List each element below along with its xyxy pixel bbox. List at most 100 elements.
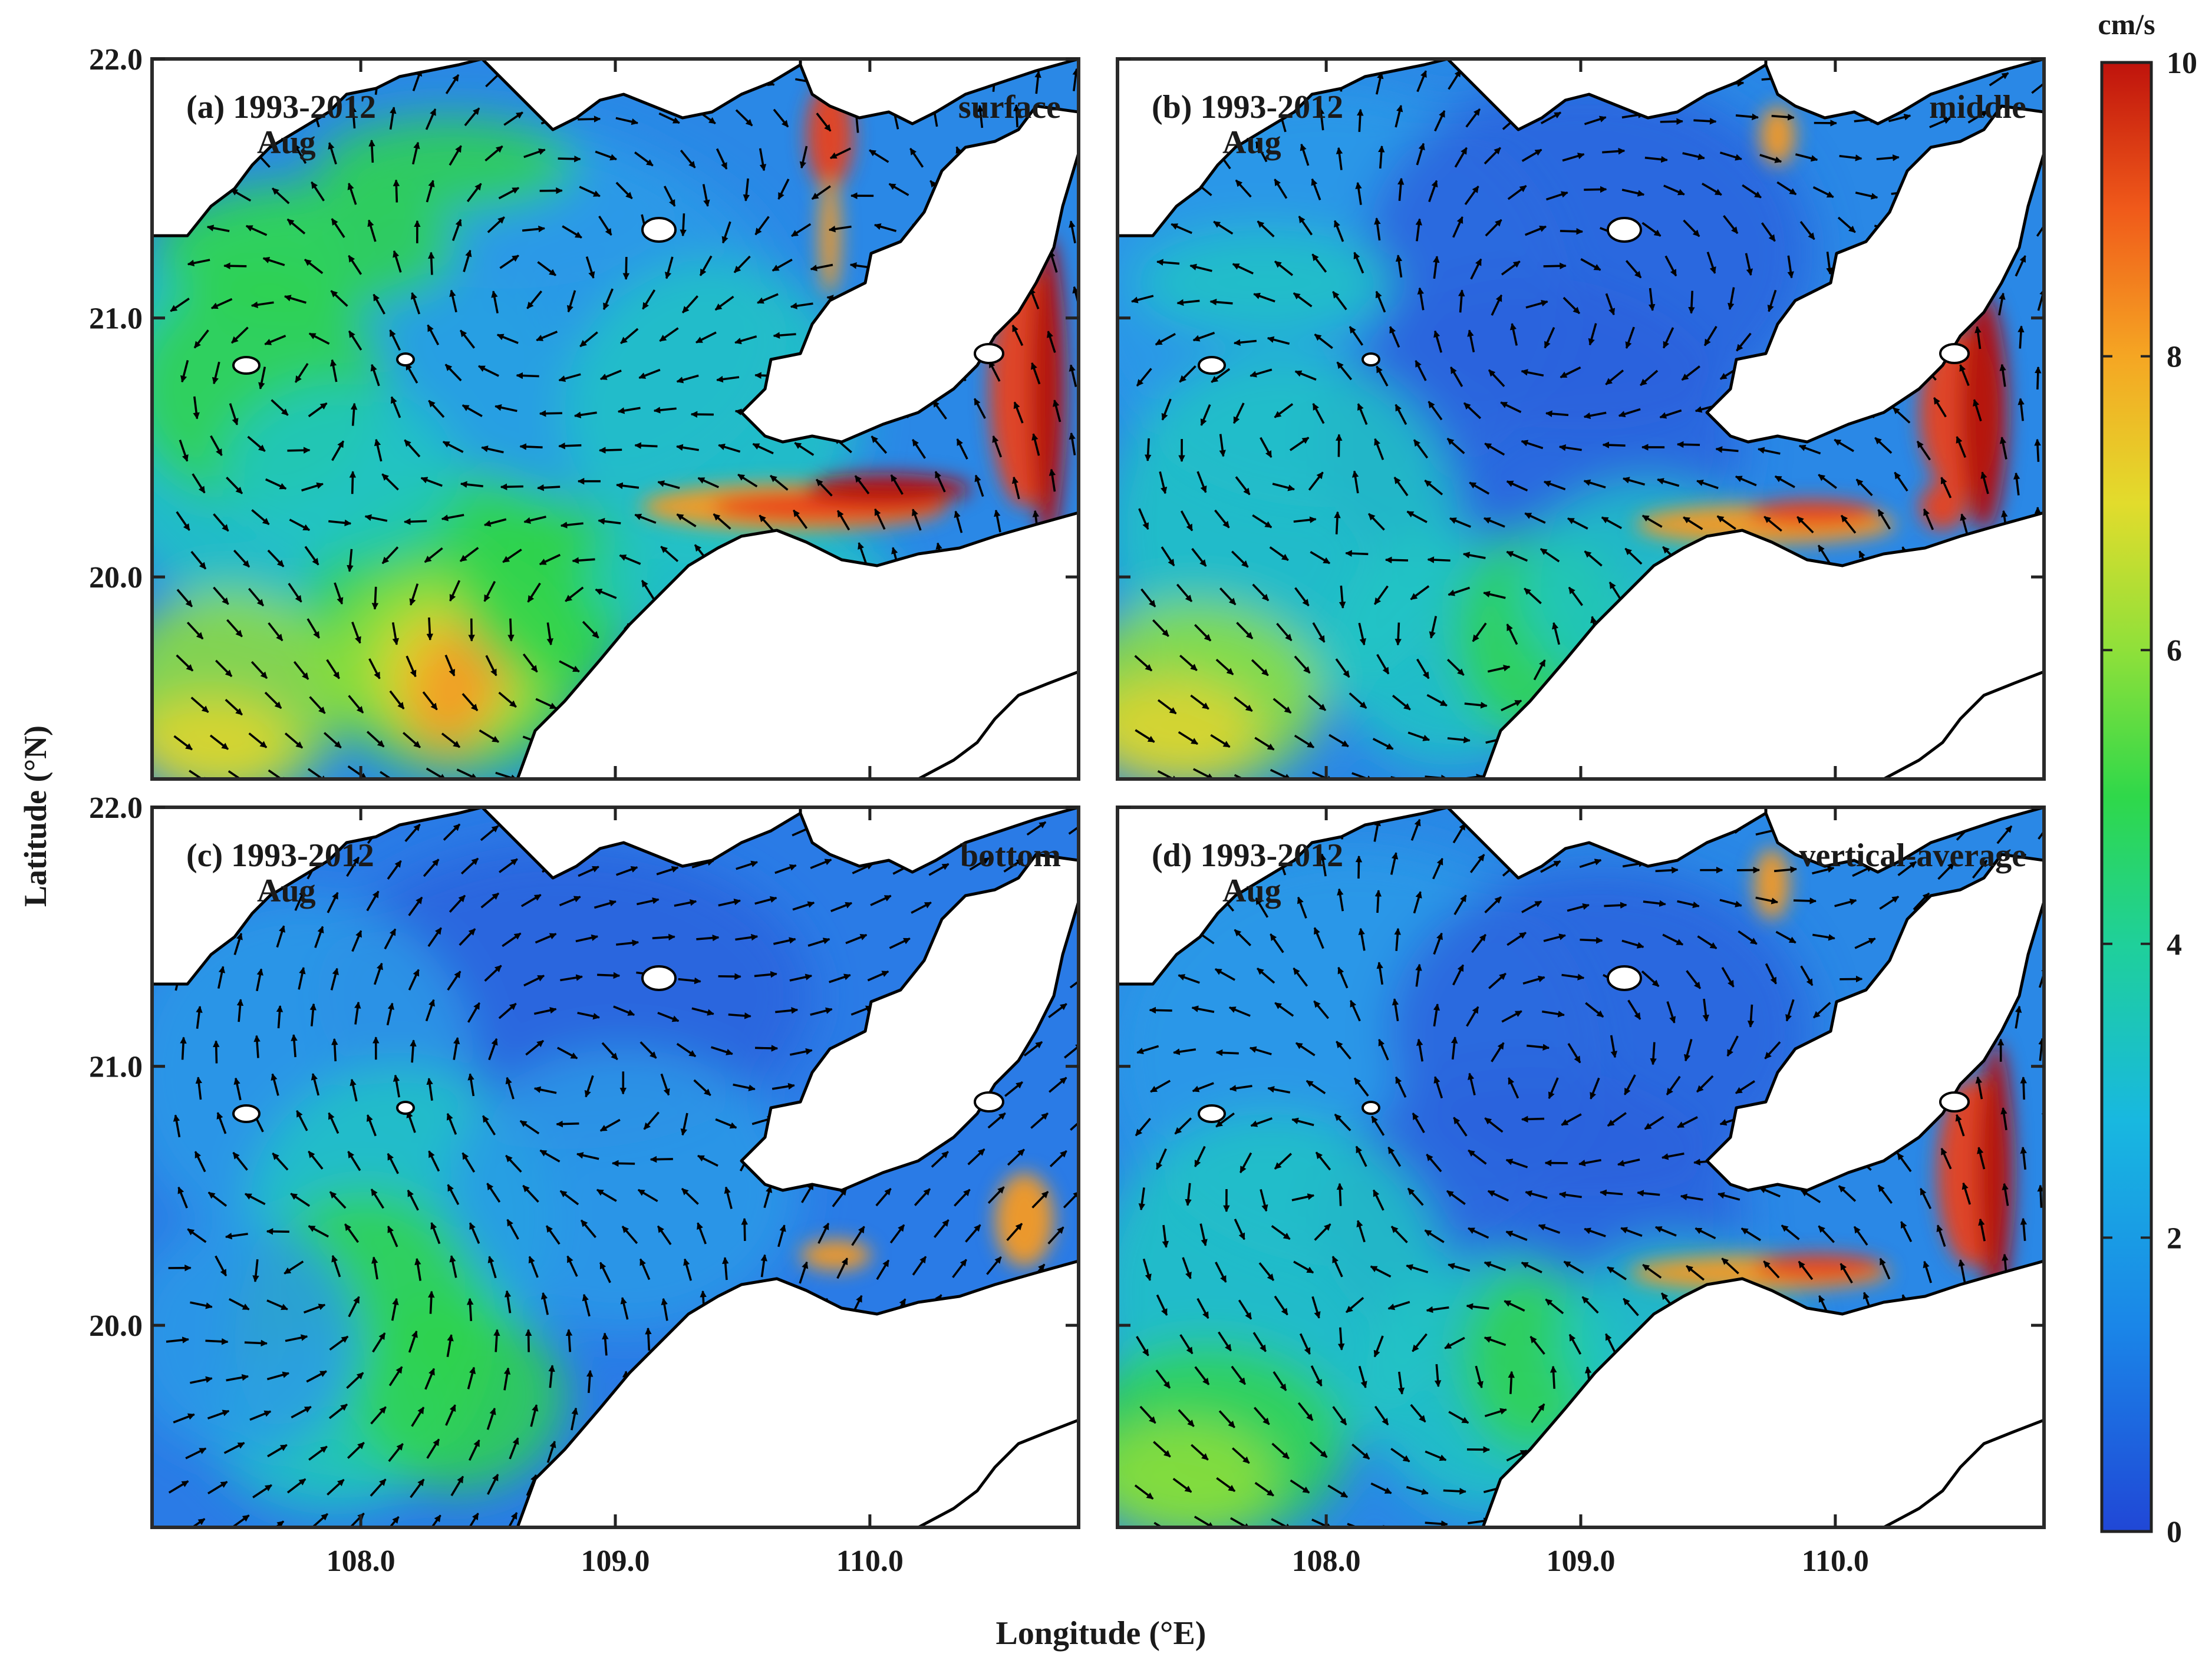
panel-b-island-1 xyxy=(1362,352,1380,367)
current-arrow xyxy=(1508,1371,1515,1394)
current-arrow xyxy=(1395,404,1407,425)
current-arrow xyxy=(1929,117,1951,128)
current-arrow xyxy=(2013,472,2020,496)
current-arrow xyxy=(573,411,597,418)
current-arrow xyxy=(1196,471,1207,493)
current-arrow xyxy=(1353,252,1364,274)
current-arrow xyxy=(498,691,517,708)
panel-d-jet-patch-1 xyxy=(1754,1254,1884,1280)
current-arrow xyxy=(537,261,556,276)
current-arrow xyxy=(1011,476,1020,500)
panel-a-coastline-0 xyxy=(152,59,484,237)
current-arrow xyxy=(229,403,239,425)
current-arrow xyxy=(250,301,274,308)
current-arrow xyxy=(1138,508,1149,530)
current-arrow xyxy=(1696,480,1719,490)
panel-d-month: Aug xyxy=(1222,873,1281,909)
panel-c-speed-patch-5 xyxy=(352,1302,565,1491)
current-arrow xyxy=(1161,546,1175,566)
current-arrow xyxy=(525,1329,532,1352)
current-arrow xyxy=(676,444,699,451)
current-arrow xyxy=(271,399,289,416)
current-arrow xyxy=(828,225,852,233)
current-arrow xyxy=(487,216,505,233)
current-arrow xyxy=(304,546,319,566)
current-arrow xyxy=(206,225,230,232)
current-arrow xyxy=(479,729,499,743)
current-arrow xyxy=(1210,734,1231,748)
current-arrow xyxy=(578,866,599,877)
current-arrow xyxy=(1178,731,1198,745)
current-arrow xyxy=(1723,214,1739,235)
current-arrow xyxy=(2037,1184,2044,1208)
current-arrow xyxy=(463,249,472,272)
current-arrow xyxy=(1013,401,1024,424)
current-arrow xyxy=(558,442,582,450)
panel-c-island-0 xyxy=(232,1104,261,1123)
current-arrow xyxy=(1759,154,1782,163)
current-arrow xyxy=(1030,362,1041,385)
current-arrow xyxy=(539,410,562,417)
panel-c-island-3 xyxy=(974,1091,1004,1113)
current-arrow xyxy=(1031,433,1040,456)
current-arrow xyxy=(1501,699,1522,712)
current-arrow xyxy=(1376,365,1389,387)
current-arrow xyxy=(1232,402,1245,424)
current-arrow xyxy=(792,509,808,529)
current-arrow xyxy=(1465,108,1481,128)
current-arrow xyxy=(1959,364,1970,387)
current-arrow xyxy=(272,187,290,204)
y-tick-label: 22.0 xyxy=(89,791,143,825)
current-arrow xyxy=(1758,447,1781,455)
current-arrow xyxy=(1470,258,1482,280)
current-arrow xyxy=(233,932,243,955)
current-arrow xyxy=(1622,477,1646,486)
current-arrow xyxy=(428,400,445,418)
current-arrow xyxy=(1540,111,1562,124)
current-arrow xyxy=(664,256,674,279)
current-arrow xyxy=(1257,220,1275,237)
current-arrow xyxy=(1716,515,1736,530)
current-arrow xyxy=(1506,550,1528,562)
current-arrow xyxy=(1533,659,1546,681)
panel-d-island-0 xyxy=(1198,1104,1226,1123)
x-tick-label: 109.0 xyxy=(581,1544,650,1578)
panel-a-layer: surface xyxy=(958,89,1061,126)
current-arrow xyxy=(1251,659,1269,676)
current-arrow xyxy=(663,186,676,207)
current-arrow xyxy=(560,521,584,529)
current-arrow xyxy=(620,328,639,345)
current-arrow xyxy=(1336,147,1343,170)
current-arrow xyxy=(1655,867,1679,874)
current-arrow xyxy=(251,509,270,526)
current-arrow xyxy=(659,327,679,342)
panel-b-coastline-4 xyxy=(1481,511,2044,779)
current-arrow xyxy=(1551,622,1561,645)
current-arrow xyxy=(1013,104,1020,128)
current-arrow xyxy=(262,256,285,266)
current-arrow xyxy=(1483,517,1505,528)
current-arrow xyxy=(1618,408,1641,418)
current-arrow xyxy=(409,583,419,606)
current-arrow xyxy=(1682,152,1705,160)
current-arrow xyxy=(759,148,767,171)
current-arrow xyxy=(366,890,380,912)
panel-d-island-3 xyxy=(1939,1091,1970,1113)
current-arrow xyxy=(1231,550,1249,568)
panel-a-jet-patch-6 xyxy=(819,177,840,295)
current-arrow xyxy=(1447,659,1465,676)
current-arrow xyxy=(347,549,354,572)
current-arrow xyxy=(250,661,268,679)
current-arrow xyxy=(210,298,233,309)
panel-a-jet-patch-4 xyxy=(1030,236,1066,542)
current-arrow xyxy=(1877,509,1891,530)
current-arrow xyxy=(1446,437,1465,454)
current-arrow xyxy=(484,145,503,161)
panel-b-coastline-3 xyxy=(1705,59,2044,444)
current-arrow xyxy=(389,690,405,709)
current-arrow xyxy=(1428,401,1443,421)
panel-c-island-1 xyxy=(396,1101,415,1115)
current-arrow xyxy=(1236,622,1254,640)
current-arrow xyxy=(741,1217,749,1242)
